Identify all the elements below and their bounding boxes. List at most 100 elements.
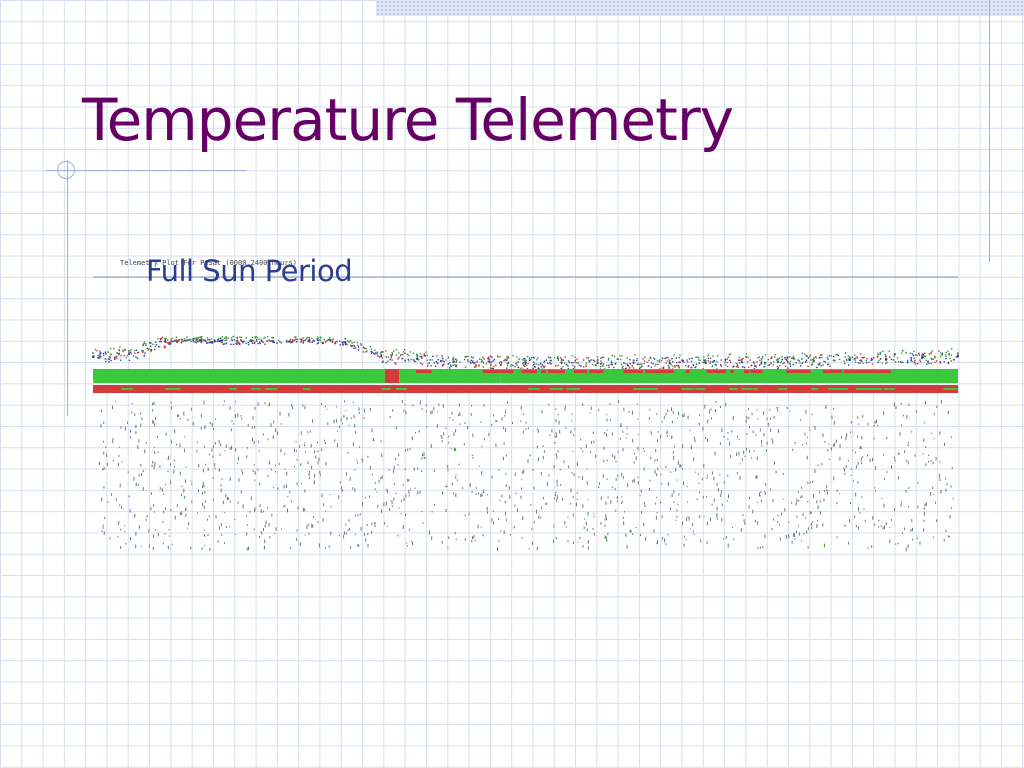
event-dot	[339, 481, 341, 484]
event-dot	[325, 510, 327, 512]
event-dot	[905, 547, 907, 552]
series-1-point	[830, 355, 832, 357]
series-1-point	[886, 361, 888, 364]
series-2-point	[786, 361, 789, 363]
event-dot	[267, 438, 269, 441]
event-dot	[592, 527, 594, 530]
series-2-point	[128, 359, 131, 362]
event-dot	[278, 462, 280, 466]
event-dot	[308, 472, 310, 477]
series-2-point	[129, 351, 132, 353]
series-1-point	[902, 361, 904, 364]
series-1-point	[286, 339, 288, 341]
series-0-point	[828, 355, 830, 357]
series-2-point	[336, 340, 338, 343]
series-1-point	[888, 350, 890, 352]
event-dot	[117, 535, 119, 538]
series-2-point	[192, 339, 194, 342]
series-0-point	[130, 349, 132, 351]
event-dot	[472, 536, 473, 539]
series-1-point	[175, 336, 178, 338]
series-2-point	[592, 359, 595, 361]
event-dot	[545, 502, 547, 505]
event-dot	[270, 468, 272, 471]
event-dot	[400, 500, 402, 502]
series-2-point	[250, 340, 252, 342]
series-0-point	[309, 341, 311, 343]
series-1-point	[672, 365, 674, 367]
event-dot	[714, 409, 716, 413]
event-dot	[600, 496, 602, 500]
event-dot	[101, 497, 103, 502]
event-dot	[882, 526, 884, 530]
series-0-point	[423, 353, 426, 355]
event-dot	[706, 541, 708, 544]
event-dot	[503, 426, 505, 430]
series-2-data-point	[560, 362, 563, 365]
event-dot	[777, 514, 779, 517]
series-1-data-point	[596, 359, 599, 362]
event-dot	[413, 467, 415, 471]
series-0-point	[208, 338, 210, 341]
event-dot	[348, 519, 350, 522]
event-dot	[395, 458, 397, 461]
series-2-point	[848, 364, 850, 366]
top-pattern-band	[376, 0, 1024, 16]
series-0-point	[504, 358, 506, 361]
series-0-point	[489, 367, 491, 369]
status-tick	[750, 370, 763, 373]
event-dot	[430, 411, 432, 415]
event-dot	[467, 425, 469, 430]
series-2-point	[532, 367, 534, 369]
event-dot	[587, 499, 589, 501]
event-dot	[398, 453, 400, 457]
series-2-point	[913, 361, 916, 364]
series-1-point	[148, 342, 151, 344]
event-dot	[805, 517, 807, 519]
event-dot	[779, 524, 780, 526]
event-dot	[620, 437, 621, 440]
series-1-point	[171, 337, 174, 339]
event-dot	[823, 543, 825, 548]
event-dot	[262, 510, 264, 513]
series-1-data-point	[632, 359, 635, 362]
event-dot	[627, 483, 629, 487]
event-dot	[253, 528, 255, 531]
event-dot	[405, 410, 407, 415]
series-0-point	[947, 361, 949, 363]
event-dot	[804, 432, 806, 436]
event-dot	[217, 540, 219, 543]
series-2-point	[371, 351, 374, 353]
event-dot	[381, 453, 383, 458]
event-dot	[593, 515, 595, 518]
event-dot	[821, 462, 823, 466]
event-dot	[556, 456, 558, 459]
event-dot	[454, 531, 456, 535]
event-dot	[209, 453, 211, 456]
series-2-point	[198, 339, 201, 341]
event-dot	[406, 544, 408, 547]
event-dot	[505, 411, 506, 414]
event-dot	[421, 408, 423, 411]
series-0-point	[430, 365, 432, 367]
event-dot	[103, 467, 105, 470]
series-1-point	[154, 345, 156, 348]
series-0-point	[776, 365, 779, 368]
event-dot	[190, 407, 192, 411]
series-2-point	[763, 366, 765, 368]
series-2-point	[155, 344, 158, 346]
event-dot	[254, 509, 255, 512]
event-dot	[875, 489, 876, 492]
event-dot	[425, 404, 427, 406]
event-dot	[556, 434, 558, 438]
event-dot	[729, 454, 731, 458]
event-dot	[276, 431, 278, 435]
event-dot	[265, 520, 267, 525]
event-dot	[464, 422, 466, 424]
event-dot	[505, 473, 507, 475]
event-dot	[509, 495, 511, 499]
event-dot	[408, 494, 410, 497]
event-dot	[234, 533, 236, 536]
series-2-point	[440, 360, 442, 363]
event-dot	[481, 471, 483, 476]
